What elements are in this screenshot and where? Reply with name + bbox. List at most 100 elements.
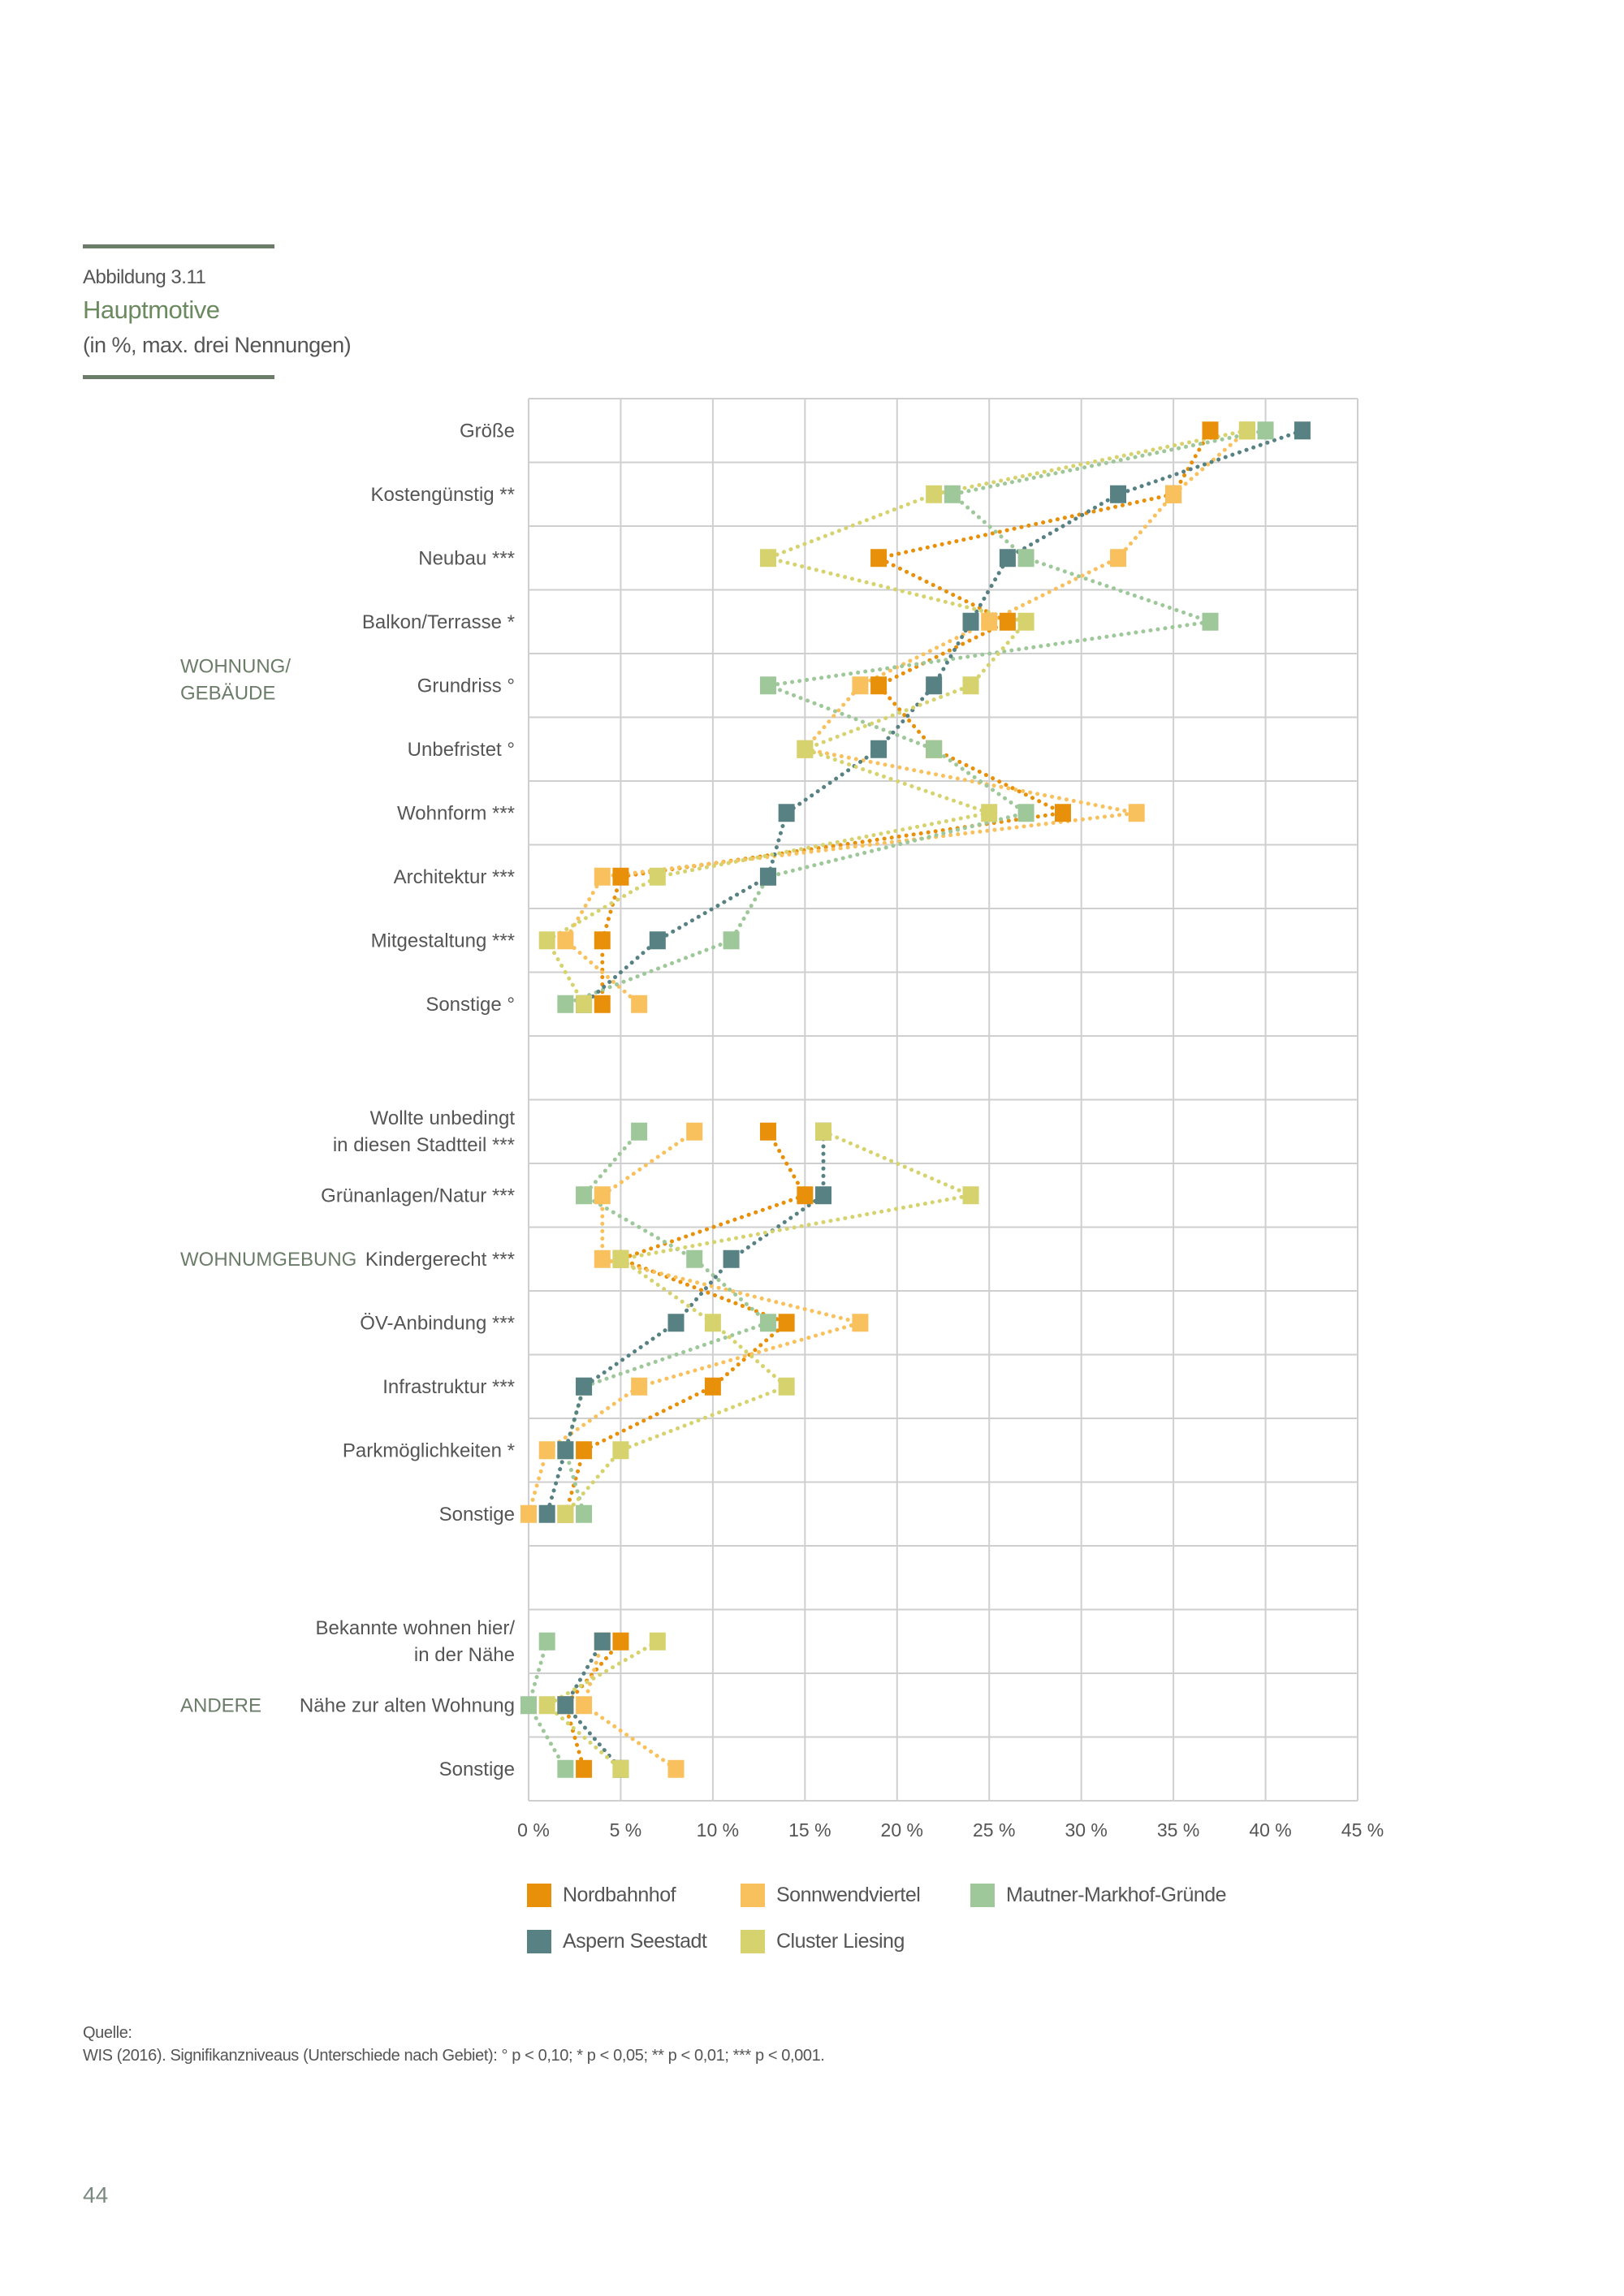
series-points <box>520 421 1311 1778</box>
group-labels: WOHNUNG/GEBÄUDE WOHNUMGEBUNG ANDERE <box>180 655 356 1716</box>
group-label: GEBÄUDE <box>180 682 275 704</box>
x-tick-label: 15 % <box>788 1819 831 1841</box>
legend-item: Nordbahnhof <box>527 1884 676 1907</box>
category-label: Mitgestaltung *** <box>371 930 515 952</box>
legend-item: Aspern Seestadt <box>527 1930 707 1953</box>
data-point <box>649 931 666 950</box>
group-label: WOHNUNG/ <box>180 655 291 677</box>
data-point <box>594 1632 611 1651</box>
data-point <box>1202 612 1219 631</box>
x-tick-label: 20 % <box>881 1819 923 1841</box>
legend-label: Aspern Seestadt <box>563 1930 707 1953</box>
legend-swatch <box>970 1884 995 1907</box>
category-label: Grünanlagen/Natur *** <box>321 1185 515 1206</box>
data-point <box>1017 549 1034 568</box>
x-tick-label: 45 % <box>1341 1819 1384 1841</box>
legend-swatch <box>741 1884 765 1907</box>
data-point <box>852 676 869 695</box>
data-point <box>926 676 943 695</box>
data-point <box>797 1186 814 1205</box>
legend-item: Sonnwendviertel <box>741 1884 921 1907</box>
category-label: Nähe zur alten Wohnung <box>300 1694 515 1716</box>
data-point <box>557 1759 574 1778</box>
data-point <box>594 1186 611 1205</box>
legend-swatch <box>741 1930 765 1953</box>
data-point <box>815 1186 832 1205</box>
category-label: in diesen Stadtteil *** <box>333 1134 515 1156</box>
data-point <box>704 1377 721 1396</box>
source-label: Quelle: <box>83 2024 132 2042</box>
data-point <box>981 612 998 631</box>
data-point <box>576 995 593 1013</box>
data-point <box>631 1122 648 1141</box>
data-point <box>962 676 979 695</box>
data-point <box>612 1249 629 1268</box>
legend-label: Cluster Liesing <box>776 1930 905 1953</box>
legend-label: Nordbahnhof <box>563 1884 676 1906</box>
figure-label: Abbildung 3.11 <box>83 266 206 288</box>
data-point <box>594 867 611 886</box>
page-number: 44 <box>83 2182 109 2208</box>
data-point <box>612 1759 629 1778</box>
data-point <box>538 931 555 950</box>
data-point <box>594 1249 611 1268</box>
x-tick-label: 35 % <box>1157 1819 1199 1841</box>
data-point <box>576 1377 593 1396</box>
category-label: Neubau *** <box>418 547 515 569</box>
series-line-aspern-seestadt <box>563 1639 623 1772</box>
data-point <box>759 1122 776 1141</box>
legend-item: Mautner-Markhof-Gründe <box>970 1884 1227 1907</box>
data-point <box>778 1377 795 1396</box>
data-point <box>667 1759 685 1778</box>
data-point <box>797 740 814 758</box>
category-label: Bekannte wohnen hier/ <box>315 1617 515 1639</box>
category-labels: Größe Kostengünstig ** Neubau *** Balkon/Te… <box>300 420 515 1780</box>
title-rule-top <box>83 244 274 248</box>
series-line-sonnwendviertel <box>563 428 1250 1007</box>
data-point <box>520 1504 537 1523</box>
data-point <box>520 1696 537 1715</box>
data-point <box>926 740 943 758</box>
series-line-aspern-seestadt <box>581 428 1305 1007</box>
data-point <box>704 1314 721 1332</box>
data-point <box>612 1441 629 1460</box>
data-point <box>944 485 961 503</box>
data-point <box>759 1314 776 1332</box>
data-point <box>962 1186 979 1205</box>
group-label: ANDERE <box>180 1694 261 1716</box>
category-label: in der Nähe <box>414 1644 515 1666</box>
data-point <box>815 1122 832 1141</box>
x-tick-label: 0 % <box>517 1819 550 1841</box>
data-point <box>576 1759 593 1778</box>
figure-title: Hauptmotive <box>83 296 220 324</box>
data-point <box>594 995 611 1013</box>
data-point <box>557 1504 574 1523</box>
category-label: Wohnform *** <box>397 802 515 824</box>
data-point <box>594 931 611 950</box>
x-tick-labels: 0 % 5 % 10 % 15 % 20 % 25 % 30 % 35 % 40 % 45 % <box>517 1819 1384 1841</box>
series-line-mautner-markhof-gr-nde <box>563 428 1268 1007</box>
category-label: Architektur *** <box>394 866 515 888</box>
x-tick-label: 5 % <box>610 1819 642 1841</box>
legend-swatch <box>527 1930 551 1953</box>
data-point <box>557 1441 574 1460</box>
data-point <box>612 1632 629 1651</box>
data-point <box>612 867 629 886</box>
x-tick-label: 10 % <box>697 1819 739 1841</box>
data-point <box>1017 804 1034 822</box>
data-point <box>1054 804 1071 822</box>
data-point <box>1110 549 1127 568</box>
category-label: Kostengünstig ** <box>371 484 515 506</box>
data-point <box>649 1632 666 1651</box>
category-label: Grundriss ° <box>417 675 515 697</box>
x-tick-label: 25 % <box>973 1819 1015 1841</box>
series-line-cluster-liesing <box>544 428 1250 1007</box>
data-point <box>631 995 648 1013</box>
data-point <box>1202 421 1219 440</box>
data-point <box>538 1632 555 1651</box>
legend-swatch <box>527 1884 551 1907</box>
legend-item: Cluster Liesing <box>741 1930 905 1953</box>
category-label: Unbefristet ° <box>408 739 515 761</box>
grid <box>528 398 1358 1802</box>
data-point <box>759 867 776 886</box>
